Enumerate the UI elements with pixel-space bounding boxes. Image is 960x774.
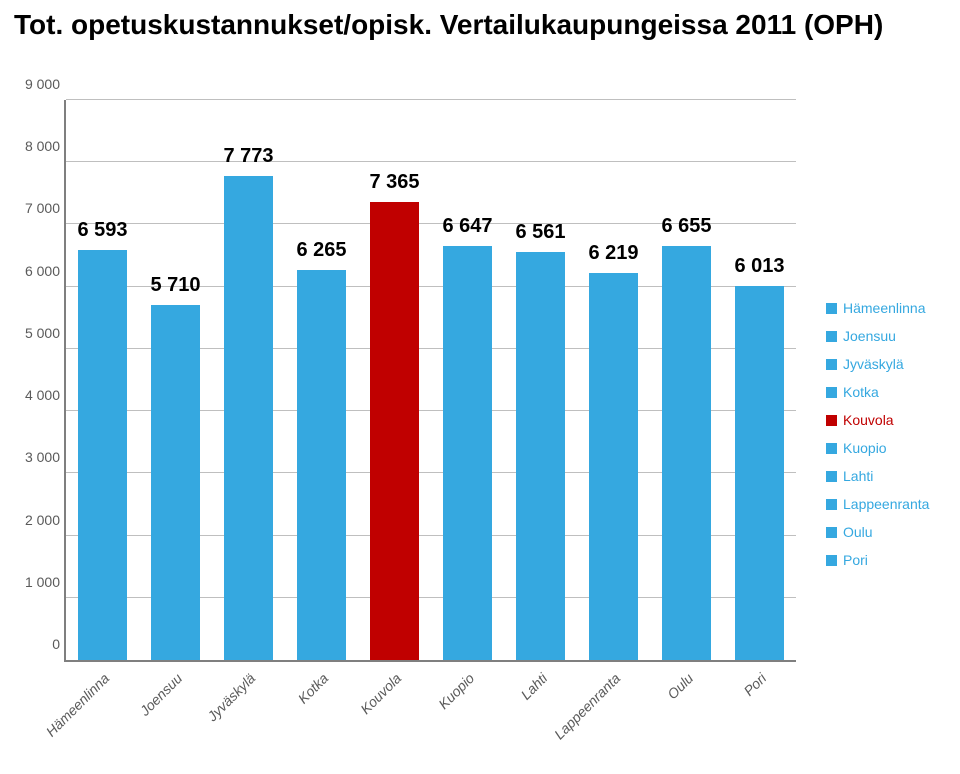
bar-value-label: 5 710 <box>150 274 200 297</box>
legend-item: Kotka <box>826 384 946 400</box>
legend-swatch <box>826 359 837 370</box>
x-tick-label: Joensuu <box>136 670 185 719</box>
x-tick-label: Pori <box>740 670 769 699</box>
legend-swatch <box>826 387 837 398</box>
legend-swatch <box>826 415 837 426</box>
bar-slot: 6 647 <box>431 100 504 660</box>
bar: 6 265 <box>297 270 345 660</box>
legend-swatch <box>826 303 837 314</box>
legend-swatch <box>826 527 837 538</box>
plot-area: 01 0002 0003 0004 0005 0006 0007 0008 00… <box>64 100 796 662</box>
legend: Hämeenlinna Joensuu Jyväskylä Kotka Kouvola K… <box>826 300 946 580</box>
bar-value-label: 6 219 <box>588 242 638 265</box>
bar-slot: 6 593 <box>66 100 139 660</box>
y-tick-label: 4 000 <box>25 387 60 403</box>
chart-title: Tot. opetuskustannukset/opisk. Vertailuk… <box>14 8 946 42</box>
x-tick-label: Lappeenranta <box>550 670 622 742</box>
bar-value-label: 7 773 <box>223 145 273 168</box>
x-tick-label: Jyväskylä <box>204 670 258 724</box>
legend-label: Kouvola <box>843 412 894 428</box>
bar-slot: 6 013 <box>723 100 796 660</box>
bar-value-label: 6 265 <box>296 239 346 262</box>
y-tick-label: 5 000 <box>25 325 60 341</box>
bar: 7 773 <box>224 176 272 660</box>
bar: 6 655 <box>662 246 710 660</box>
y-tick-label: 9 000 <box>25 76 60 92</box>
bar-slot: 6 655 <box>650 100 723 660</box>
bar-value-label: 6 593 <box>77 219 127 242</box>
legend-swatch <box>826 471 837 482</box>
bar-value-label: 6 013 <box>734 255 784 278</box>
y-tick-label: 2 000 <box>25 512 60 528</box>
x-axis-labels: HämeenlinnaJoensuuJyväskyläKotkaKouvolaK… <box>64 662 794 742</box>
bar-slot: 6 219 <box>577 100 650 660</box>
legend-swatch <box>826 443 837 454</box>
bar-value-label: 7 365 <box>369 171 419 194</box>
x-tick-label: Lahti <box>517 670 550 703</box>
y-tick-label: 3 000 <box>25 449 60 465</box>
legend-item: Lahti <box>826 468 946 484</box>
bar-slot: 6 265 <box>285 100 358 660</box>
y-tick-label: 8 000 <box>25 138 60 154</box>
bar-slot: 7 773 <box>212 100 285 660</box>
legend-label: Lahti <box>843 468 873 484</box>
legend-label: Hämeenlinna <box>843 300 926 316</box>
legend-item: Oulu <box>826 524 946 540</box>
bar-value-label: 6 561 <box>515 221 565 244</box>
legend-item: Joensuu <box>826 328 946 344</box>
bar: 5 710 <box>151 305 199 660</box>
bar: 6 647 <box>443 246 491 660</box>
bars-container: 6 593 5 710 7 773 6 265 7 365 6 647 6 561 6 219… <box>66 100 796 660</box>
legend-item: Kouvola <box>826 412 946 428</box>
legend-item: Hämeenlinna <box>826 300 946 316</box>
x-tick-label: Kotka <box>294 670 331 707</box>
x-tick-label: Kuopio <box>435 670 477 712</box>
y-tick-label: 6 000 <box>25 263 60 279</box>
x-tick-label: Hämeenlinna <box>42 670 112 740</box>
x-tick-label: Oulu <box>664 670 696 702</box>
legend-label: Kuopio <box>843 440 887 456</box>
bar-slot: 7 365 <box>358 100 431 660</box>
legend-label: Oulu <box>843 524 873 540</box>
legend-label: Joensuu <box>843 328 896 344</box>
legend-label: Pori <box>843 552 868 568</box>
legend-label: Jyväskylä <box>843 356 904 372</box>
bar-value-label: 6 655 <box>661 215 711 238</box>
legend-item: Pori <box>826 552 946 568</box>
x-tick-label: Kouvola <box>357 670 404 717</box>
legend-item: Kuopio <box>826 440 946 456</box>
bar: 7 365 <box>370 202 418 660</box>
page: Tot. opetuskustannukset/opisk. Vertailuk… <box>0 0 960 774</box>
legend-item: Jyväskylä <box>826 356 946 372</box>
y-tick-label: 7 000 <box>25 200 60 216</box>
legend-item: Lappeenranta <box>826 496 946 512</box>
bar-slot: 6 561 <box>504 100 577 660</box>
bar-value-label: 6 647 <box>442 215 492 238</box>
legend-swatch <box>826 499 837 510</box>
bar: 6 593 <box>78 250 126 660</box>
bar: 6 219 <box>589 273 637 660</box>
bar: 6 013 <box>735 286 783 660</box>
chart: 0 1 000 2 000 3 000 4 000 5 000 6 000 7 000 8 00… <box>14 100 946 740</box>
y-tick-label: 1 000 <box>25 574 60 590</box>
legend-swatch <box>826 331 837 342</box>
legend-label: Kotka <box>843 384 879 400</box>
bar-slot: 5 710 <box>139 100 212 660</box>
bar: 6 561 <box>516 252 564 660</box>
legend-swatch <box>826 555 837 566</box>
legend-label: Lappeenranta <box>843 496 929 512</box>
y-tick-label: 0 <box>52 636 60 652</box>
